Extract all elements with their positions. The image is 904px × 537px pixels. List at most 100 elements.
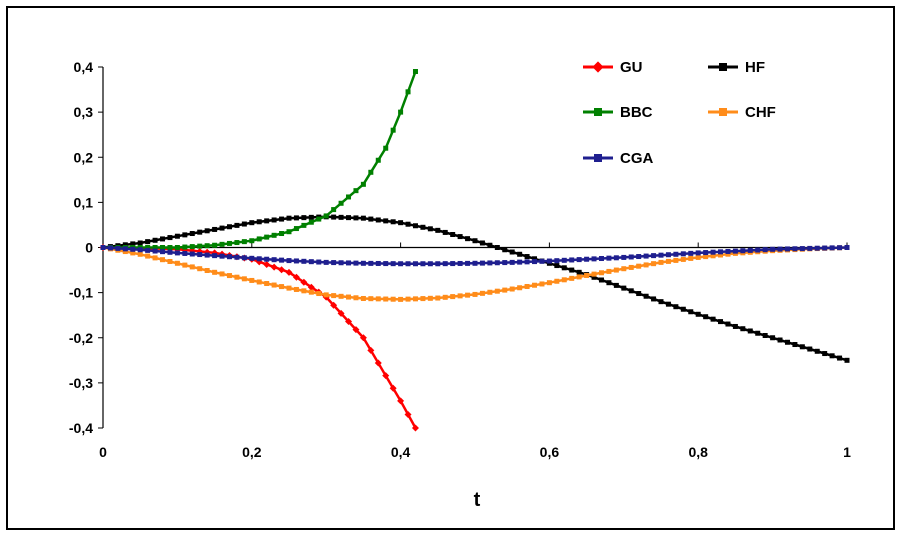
series-marker-hf [249, 220, 255, 226]
series-marker-hf [212, 226, 218, 232]
series-marker-chf [509, 286, 515, 292]
series-marker-hf [465, 236, 471, 242]
series-marker-chf [472, 291, 478, 297]
series-marker-gu [404, 410, 412, 418]
series-marker-chf [390, 296, 396, 302]
series-marker-cga [591, 256, 597, 262]
series-marker-bbc [323, 213, 329, 219]
series-marker-hf [145, 239, 151, 245]
series-marker-cga [271, 257, 277, 263]
series-marker-chf [137, 251, 143, 257]
series-marker-hf [703, 314, 709, 320]
series-marker-bbc [174, 245, 180, 250]
series-marker-chf [279, 284, 285, 290]
series-marker-hf [747, 328, 753, 334]
series-marker-chf [197, 266, 203, 272]
series-marker-bbc [390, 127, 396, 133]
series-marker-chf [606, 268, 612, 274]
y-tick-label: -0,1 [69, 285, 93, 301]
series-marker-hf [561, 265, 567, 271]
series-marker-cga [145, 247, 151, 253]
series-marker-hf [554, 263, 560, 269]
legend-label: HF [745, 59, 765, 76]
series-marker-hf [286, 215, 292, 221]
series-marker-hf [532, 256, 538, 262]
series-marker-hf [383, 218, 389, 224]
series-marker-cga [814, 245, 820, 251]
series-marker-hf [740, 326, 746, 332]
series-marker-cga [524, 259, 530, 265]
series-marker-cga [353, 260, 359, 266]
series-marker-cga [182, 250, 188, 256]
series-marker-hf [256, 219, 262, 225]
series-marker-cga [718, 249, 724, 255]
series-marker-bbc [368, 169, 374, 175]
series-marker-gu [300, 278, 308, 286]
series-marker-bbc [197, 243, 203, 249]
series-marker-bbc [316, 216, 322, 222]
series-marker-cga [442, 261, 448, 267]
series-marker-chf [487, 289, 493, 295]
series-marker-hf [606, 280, 612, 286]
series-marker-cga [398, 261, 404, 267]
series-marker-cga [606, 255, 612, 261]
series-marker-bbc [212, 242, 218, 248]
series-marker-hf [390, 219, 396, 225]
series-marker-hf [517, 251, 523, 257]
series-marker-cga [628, 254, 634, 260]
series-marker-chf [479, 290, 485, 296]
series-marker-cga [762, 247, 768, 253]
series-marker-cga [546, 258, 552, 264]
series-marker-hf [658, 299, 664, 305]
series-marker-hf [814, 348, 820, 354]
series-marker-hf [829, 353, 835, 359]
series-marker-hf [755, 330, 761, 336]
series-marker-cga [256, 256, 262, 262]
series-marker-gu [411, 424, 419, 432]
x-tick-label: 1 [843, 444, 851, 460]
series-marker-bbc [375, 157, 381, 163]
series-marker-cga [122, 246, 128, 252]
legend: GU HF BBC CHF CGA [583, 59, 776, 167]
series-hf [100, 214, 850, 363]
series-marker-chf [212, 269, 218, 275]
series-marker-cga [703, 250, 709, 256]
series-marker-cga [747, 247, 753, 253]
series-marker-chf [554, 278, 560, 284]
y-tick-label: 0,1 [74, 194, 94, 210]
series-marker-hf [174, 233, 180, 239]
series-marker-bbc [256, 236, 262, 242]
series-marker-cga [829, 245, 835, 251]
series-marker-hf [576, 269, 582, 275]
series-marker-cga [249, 255, 255, 261]
series-marker-gu [397, 397, 405, 405]
series-marker-cga [346, 260, 352, 266]
series-marker-gu [374, 359, 382, 367]
series-marker-cga [725, 248, 731, 254]
series-marker-hf [718, 319, 724, 325]
series-marker-chf [182, 262, 188, 268]
series-marker-chf [122, 249, 128, 255]
series-marker-hf [226, 224, 232, 230]
series-marker-chf [465, 292, 471, 298]
series-marker-cga [390, 261, 396, 267]
series-marker-hf [279, 216, 285, 222]
series-marker-cga [137, 247, 143, 253]
series-marker-chf [398, 296, 404, 302]
series-marker-hf [405, 221, 411, 227]
series-marker-hf [130, 241, 136, 247]
series-marker-gu [337, 309, 345, 317]
series-marker-hf [777, 337, 783, 343]
series-marker-hf [621, 285, 627, 291]
series-marker-cga [487, 260, 493, 266]
legend-marker [719, 63, 727, 71]
series-marker-hf [770, 335, 776, 341]
series-marker-chf [338, 293, 344, 299]
series-marker-hf [591, 274, 597, 280]
series-marker-bbc [264, 234, 270, 240]
series-marker-chf [546, 280, 552, 286]
series-marker-hf [420, 224, 426, 230]
series-marker-bbc [279, 231, 285, 237]
series-marker-cga [777, 246, 783, 252]
y-tick-label: 0,4 [74, 59, 94, 75]
